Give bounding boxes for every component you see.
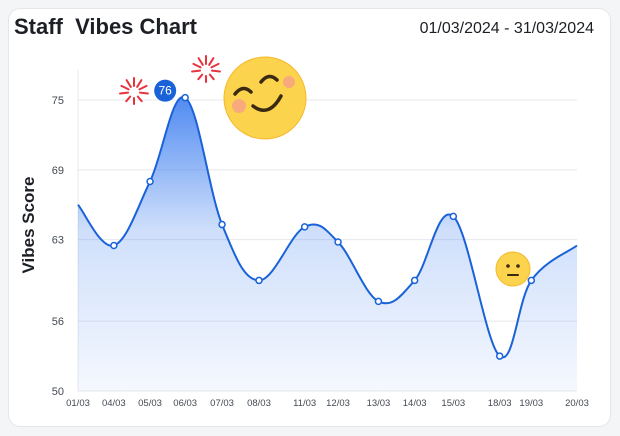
y-tick-label: 56 bbox=[52, 316, 64, 328]
x-tick-label: 07/03 bbox=[210, 398, 234, 409]
x-tick-label: 11/03 bbox=[293, 398, 316, 409]
data-point[interactable] bbox=[218, 220, 226, 229]
data-point[interactable] bbox=[410, 276, 419, 285]
data-point[interactable] bbox=[495, 352, 504, 360]
series-line bbox=[77, 96, 578, 359]
data-point[interactable] bbox=[449, 212, 458, 221]
smiling-face-icon bbox=[223, 56, 307, 140]
x-tick-label: 20/03 bbox=[565, 398, 589, 409]
sparkle-burst-icon bbox=[119, 77, 149, 105]
neutral-face-icon bbox=[495, 251, 531, 287]
x-tick-label: 05/03 bbox=[138, 398, 162, 409]
date-range[interactable]: 01/03/2024 - 31/03/2024 bbox=[419, 20, 594, 37]
y-axis-ticks: 50 56 63 69 75 bbox=[52, 95, 64, 398]
data-points bbox=[110, 93, 536, 360]
x-tick-label: 12/03 bbox=[326, 398, 350, 409]
y-axis-label: Vibes Score bbox=[19, 176, 38, 273]
x-tick-label: 14/03 bbox=[403, 398, 427, 409]
x-tick-label: 08/03 bbox=[247, 398, 271, 409]
data-point[interactable] bbox=[181, 93, 189, 102]
x-tick-label: 06/03 bbox=[173, 398, 197, 409]
x-tick-label: 18/03 bbox=[488, 398, 512, 409]
y-tick-label: 75 bbox=[52, 95, 64, 107]
y-tick-label: 63 bbox=[52, 235, 64, 247]
data-point[interactable] bbox=[374, 297, 383, 306]
data-point[interactable] bbox=[110, 241, 118, 250]
area-layer bbox=[77, 96, 578, 391]
data-point[interactable] bbox=[527, 276, 536, 285]
peak-badge: 76 bbox=[154, 79, 177, 102]
data-point[interactable] bbox=[300, 223, 309, 231]
area-fill bbox=[78, 97, 577, 391]
data-point[interactable] bbox=[146, 177, 154, 186]
y-tick-label: 50 bbox=[52, 386, 64, 398]
x-tick-label: 15/03 bbox=[441, 398, 465, 409]
data-point[interactable] bbox=[255, 276, 263, 285]
data-point[interactable] bbox=[334, 238, 342, 246]
x-tick-label: 04/03 bbox=[102, 398, 126, 409]
peak-value-label: 76 bbox=[158, 84, 172, 98]
x-axis-ticks: 01/03 04/03 05/03 06/03 07/03 08/03 11/03 12/03… bbox=[66, 398, 589, 409]
y-tick-label: 69 bbox=[52, 165, 64, 177]
x-tick-label: 01/03 bbox=[66, 398, 90, 409]
chart-title: Staff Vibes Chart bbox=[14, 14, 197, 39]
x-tick-label: 13/03 bbox=[367, 398, 391, 409]
sparkle-burst-icon bbox=[191, 55, 221, 83]
x-tick-label: 19/03 bbox=[519, 398, 543, 409]
